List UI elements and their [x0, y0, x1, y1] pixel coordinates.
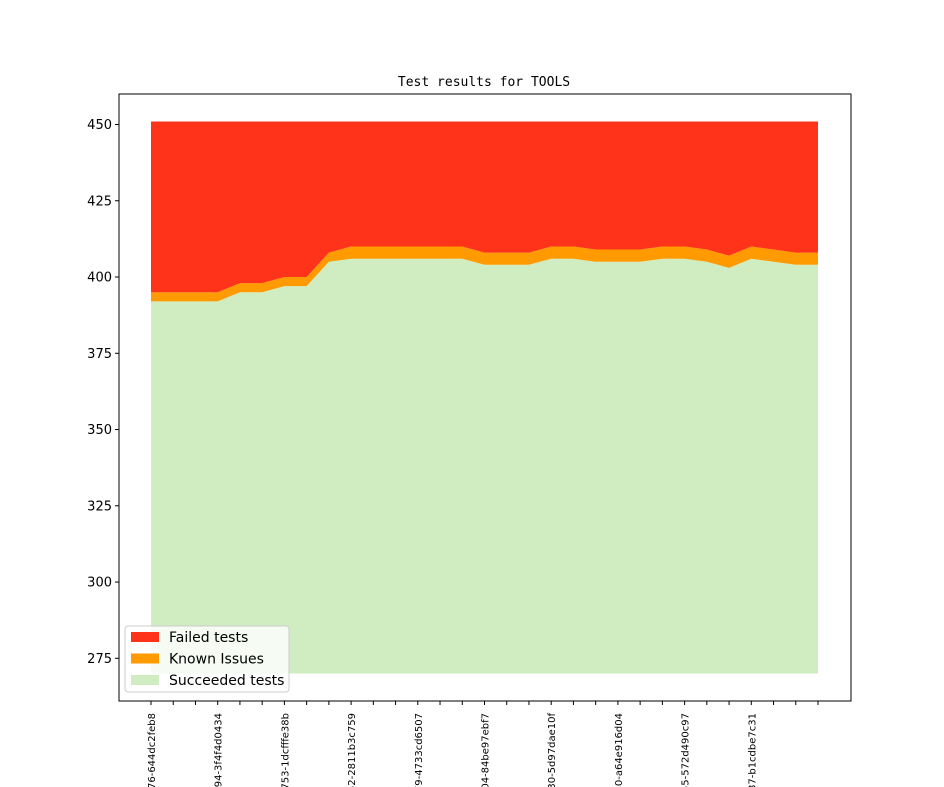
legend-swatch-succeeded-tests: [131, 675, 159, 685]
legend-label-succeeded-tests: Succeeded tests: [169, 673, 284, 689]
y-axis: 275 300 325 350 375 400 425 450: [87, 118, 119, 667]
legend-swatch-failed-tests: [131, 632, 159, 642]
y-tick-label: 300: [87, 576, 112, 591]
y-tick-label: 425: [87, 194, 112, 209]
plot-area: [151, 121, 818, 674]
legend: Failed tests Known Issues Succeeded tests: [124, 625, 290, 693]
x-tick-label: 52-2811b3c759: [347, 713, 358, 787]
area-succeeded-tests: [151, 258, 818, 674]
legend-label-known-issues: Known Issues: [169, 652, 264, 668]
x-tick-label: 87-b1cdbe7c31: [747, 713, 758, 787]
y-tick-label: 400: [87, 271, 112, 286]
x-axis: 76-644dc2feb8 594-3f4f4d0434 753-1dcfffe38…: [147, 701, 819, 787]
y-tick-label: 350: [87, 423, 112, 438]
legend-box: [124, 625, 290, 693]
y-tick-label: 450: [87, 118, 112, 133]
y-tick-label: 275: [87, 652, 112, 667]
x-tick-label: 79-4733cd6507: [414, 713, 425, 787]
x-tick-label: 753-1dcfffe38b: [280, 713, 291, 787]
x-tick-label: 30-5d97dae10f: [547, 713, 558, 787]
y-tick-label: 325: [87, 499, 112, 514]
area-known-issues: [151, 246, 818, 302]
y-tick-label: 375: [87, 347, 112, 362]
x-tick-label: 55-572d490c97: [681, 713, 692, 787]
chart-title: Test results for TOOLS: [398, 75, 570, 90]
legend-label-failed-tests: Failed tests: [169, 630, 248, 646]
x-tick-label: 04-84be97ebf7: [481, 713, 492, 787]
x-tick-label: 594-3f4f4d0434: [214, 713, 225, 787]
x-tick-label: 40-a64e916d04: [614, 713, 625, 787]
area-failed-tests: [151, 121, 818, 293]
x-tick-label: 76-644dc2feb8: [147, 713, 158, 787]
legend-swatch-known-issues: [131, 653, 159, 664]
axes-frame: [118, 93, 852, 702]
